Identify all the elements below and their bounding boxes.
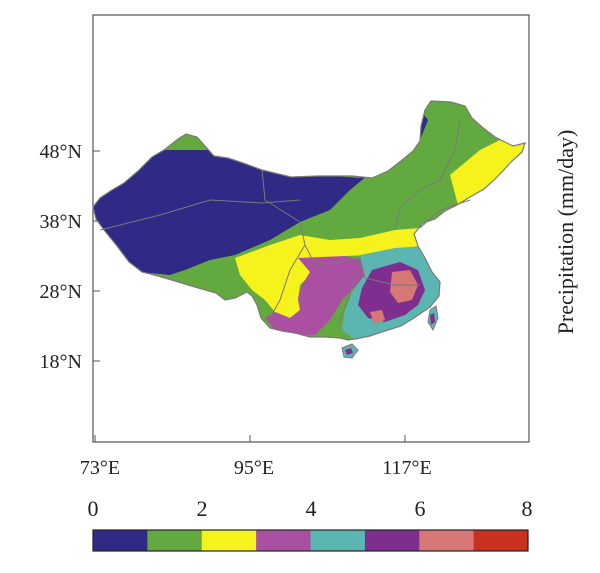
region-dark-blue [93,110,428,275]
y-ticks [93,150,100,362]
region-yellow-central [235,228,425,318]
taiwan-inner [430,313,435,325]
colorbar-swatch-6 [419,530,475,551]
colorbar-label-8: 8 [522,496,533,521]
region-magenta-southwest [265,256,365,335]
x-tick-label-73e: 73°E [80,457,120,479]
x-tick-label-117e: 117°E [382,457,431,479]
colorbar-swatch-0 [93,530,148,551]
colorbar-label-6: 6 [415,496,426,521]
y-tick-label-38n: 38°N [40,211,82,233]
colorbar-frame [92,529,529,552]
colorbar-swatch-4 [310,530,366,551]
x-ticks [94,435,406,442]
colorbar-swatch-5 [364,530,420,551]
hainan-inner [345,348,353,355]
colorbar-label-0: 0 [88,496,99,521]
colorbar-swatch-3 [256,530,312,551]
province-borders [99,119,471,326]
colorbar-swatch-2 [201,530,257,551]
region-salmon-small [370,310,385,324]
y-tick-label-28n: 28°N [40,281,82,303]
precipitation-axis-label: Precipitation (mm/day) [553,130,578,335]
colorbar-swatch-1 [147,530,203,551]
region-salmon-high [390,270,418,303]
colorbar [93,530,529,551]
colorbar-swatch-7 [473,530,529,551]
x-tick-label-95e: 95°E [234,457,274,479]
colorbar-label-2: 2 [197,496,208,521]
y-tick-label-48n: 48°N [40,141,82,163]
colorbar-label-4: 4 [306,496,317,521]
y-tick-label-18n: 18°N [40,351,82,373]
